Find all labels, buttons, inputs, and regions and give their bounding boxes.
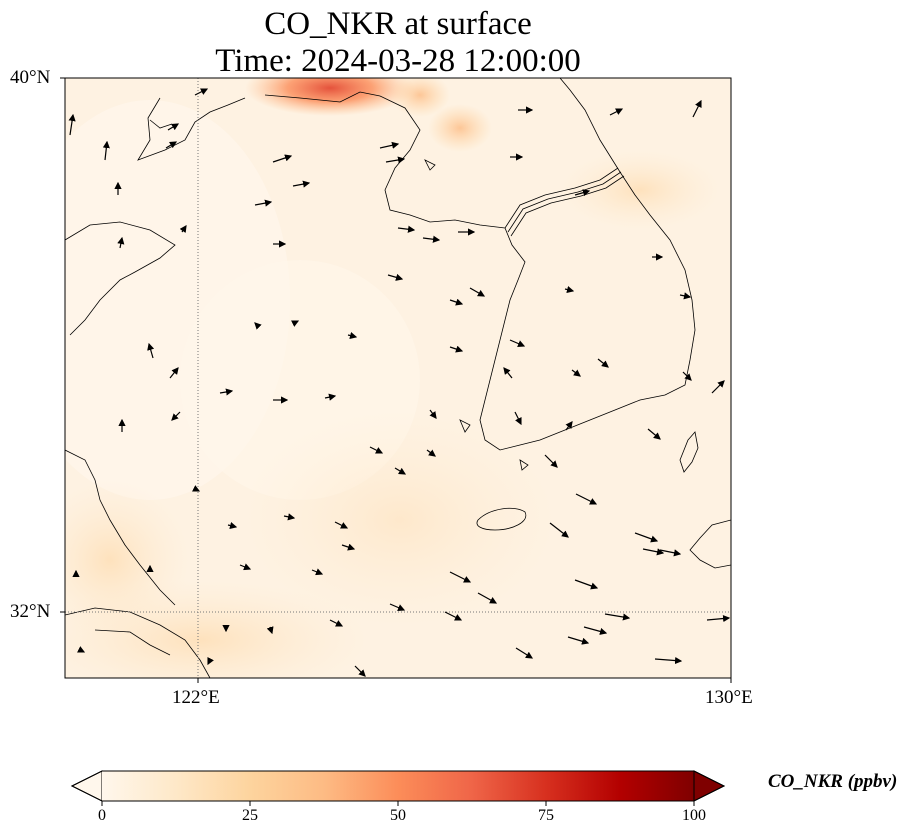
wind-vector-arrow — [167, 123, 180, 131]
wind-vector-arrow — [334, 521, 349, 529]
lat-label-32n: 32°N — [10, 601, 51, 622]
wind-vector-arrow — [194, 88, 209, 96]
map-frame — [64, 77, 732, 679]
wind-vector-arrow — [387, 273, 404, 281]
wind-vector-arrow — [549, 522, 569, 538]
wind-vector-arrow — [254, 322, 262, 330]
wind-vector-arrow — [147, 342, 155, 359]
wind-vector-arrow — [422, 235, 441, 243]
wind-vector-arrow — [575, 493, 598, 505]
wind-vector-arrow — [634, 532, 659, 543]
wind-vector-arrow — [389, 603, 406, 611]
wind-vector-arrow — [642, 548, 665, 556]
wind-vector-arrow — [469, 287, 486, 297]
map-title: CO_NKR at surface — [264, 6, 532, 42]
wind-vector-arrow — [449, 571, 472, 583]
colorbar-tick-75: 75 — [538, 807, 554, 824]
wind-vector-arrow — [449, 298, 464, 306]
wind-vector-arrow — [239, 563, 252, 571]
wind-vector-arrow — [444, 611, 463, 621]
colorbar-tick-0: 0 — [98, 807, 106, 824]
wind-vector-arrow — [347, 332, 358, 340]
lon-label-130e: 130°E — [705, 687, 753, 708]
wind-vector-arrow — [102, 140, 110, 161]
wind-vector-arrow — [77, 646, 86, 653]
colorbar-tick-25: 25 — [242, 807, 258, 824]
wind-vector-arrow — [544, 454, 558, 468]
map-time-subtitle: Time: 2024-03-28 12:00:00 — [215, 43, 581, 79]
colorbar — [70, 770, 726, 806]
wind-vector-arrow — [692, 99, 702, 118]
wind-vector-arrow — [682, 371, 692, 381]
wind-vector-arrow — [429, 409, 437, 419]
lon-label-122e: 122°E — [172, 687, 220, 708]
wind-vector-arrow — [117, 236, 125, 249]
wind-vector-arrow — [514, 411, 522, 426]
wind-vector-arrow — [449, 345, 464, 353]
wind-vector-arrow — [272, 154, 293, 163]
wind-vector-arrow — [574, 189, 591, 197]
wind-vector-arrow — [564, 286, 575, 294]
wind-vector-arrow — [311, 568, 324, 576]
colorbar-tick-100: 100 — [682, 807, 706, 824]
wind-vector-arrow — [283, 513, 296, 521]
wind-vector-arrow — [68, 113, 76, 136]
colorbar-over-extension — [693, 770, 726, 802]
wind-vector-arrow — [604, 613, 631, 621]
wind-vector-arrow — [397, 225, 416, 233]
wind-vector-arrow — [179, 225, 187, 233]
wind-vector-arrow — [647, 428, 661, 440]
wind-vector-arrow — [515, 647, 534, 659]
wind-vector-arrow — [207, 657, 214, 666]
colorbar-tick-50: 50 — [390, 807, 406, 824]
wind-vector-arrow — [171, 411, 181, 421]
wind-vector-arrow — [379, 141, 400, 149]
wind-vector-arrow — [706, 614, 731, 623]
wind-vector-arrow — [165, 141, 178, 149]
coastlines — [65, 78, 731, 678]
colorbar-gradient — [102, 771, 694, 801]
wind-vector-arrow — [169, 367, 179, 379]
wind-vector-arrow — [509, 339, 526, 347]
wind-vector-arrow — [254, 199, 273, 207]
wind-vector-arrow — [679, 292, 692, 300]
wind-vector-arrow — [369, 446, 384, 454]
wind-vector-arrow — [503, 367, 513, 379]
wind-vector-arrow — [565, 421, 573, 431]
wind-vector-arrow — [654, 656, 683, 665]
wind-vector-arrow — [711, 380, 725, 394]
wind-vector-arrow — [291, 320, 300, 327]
lat-label-40n: 40°N — [10, 67, 51, 88]
wind-vector-arrow — [266, 626, 274, 635]
map-gridlines — [65, 78, 731, 678]
wind-vector-arrow — [583, 626, 608, 635]
axis-ticks — [60, 77, 732, 683]
wind-vector-arrow — [597, 358, 609, 368]
wind-vector-arrow — [341, 543, 356, 551]
co-concentration-field — [65, 78, 731, 678]
wind-vector-arrow — [385, 156, 406, 164]
wind-vector-arrow — [394, 467, 407, 475]
colorbar-title: CO_NKR (ppbv) — [768, 771, 898, 792]
wind-vector-arrow — [574, 579, 599, 590]
wind-vector-arrow — [571, 369, 581, 377]
wind-vector-field — [68, 88, 731, 677]
wind-vector-arrow — [329, 619, 344, 627]
wind-vector-arrow — [219, 388, 234, 396]
colorbar-under-extension — [70, 770, 103, 802]
wind-vector-arrow — [292, 180, 311, 188]
wind-vector-arrow — [227, 522, 238, 530]
wind-vector-arrow — [324, 393, 337, 401]
wind-vector-arrow — [354, 665, 366, 677]
wind-vector-arrow — [609, 108, 624, 116]
wind-vector-arrow — [567, 636, 590, 645]
wind-vector-arrow — [192, 485, 201, 492]
wind-vector-arrow — [477, 592, 498, 604]
wind-vector-arrow — [426, 449, 436, 457]
